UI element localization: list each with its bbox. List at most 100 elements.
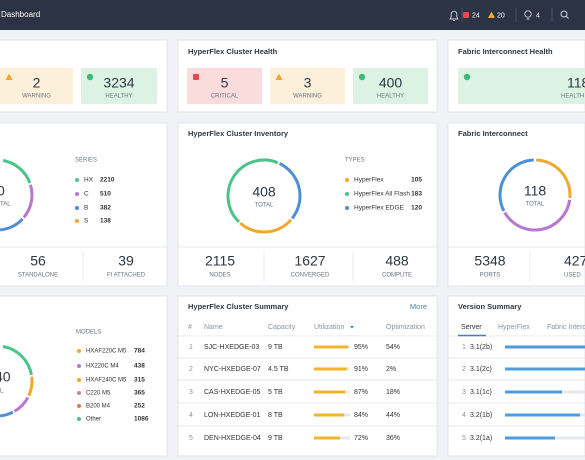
donut-segment: [503, 199, 572, 232]
utilization: 72%: [354, 435, 368, 442]
search-icon[interactable]: [560, 10, 569, 19]
utilization: 84%: [354, 412, 368, 419]
utilization: 91%: [354, 366, 368, 373]
column-header: #: [188, 324, 192, 331]
status-label: HEALTHY: [105, 94, 132, 100]
row-id: 4: [462, 412, 466, 419]
page-title: Dashboard: [1, 10, 40, 19]
legend-name: HyperFlex All Flash: [354, 191, 410, 198]
healthy-icon: [358, 73, 366, 81]
card: [177, 295, 438, 457]
stat-label: COMPUTE: [382, 273, 412, 279]
card: [177, 122, 438, 287]
card: [447, 122, 585, 287]
cluster-name: LON-HXEDGE-01: [204, 412, 261, 419]
capacity: 9 TB: [268, 435, 283, 442]
donut-segment: [27, 376, 34, 397]
donut-segment: [2, 159, 32, 184]
legend-dot: [77, 417, 81, 421]
donut-segment: [536, 158, 572, 199]
legend-dot: [75, 178, 79, 182]
version: 3.2(1b): [470, 412, 492, 419]
row-id: 1: [189, 344, 193, 351]
version-bar: [505, 413, 580, 417]
tab[interactable]: Fabric Interc: [547, 324, 585, 331]
card-title: Version Summary: [458, 302, 522, 311]
legend-value: 138: [100, 218, 111, 225]
legend-dot: [75, 219, 79, 223]
column-header[interactable]: Utilization: [314, 324, 344, 331]
status-count: 3234: [103, 75, 134, 91]
warning-icon: [275, 73, 283, 80]
legend-dot: [75, 192, 79, 196]
critical-count[interactable]: 24: [472, 12, 480, 19]
bell-icon[interactable]: [449, 10, 459, 21]
version: 3.1(2b): [470, 344, 492, 351]
bulb-shape: [524, 10, 532, 18]
version-bar: [505, 345, 585, 349]
donut-label: TAL: [0, 202, 11, 208]
row-id: 3: [189, 389, 193, 396]
legend-name: HXAF240C M5: [86, 378, 127, 384]
optimization: 44%: [386, 412, 400, 419]
status-box[interactable]: [187, 68, 262, 104]
stat-value: 5348: [474, 253, 505, 269]
legend-dot: [77, 404, 81, 408]
tips-count[interactable]: 4: [536, 12, 540, 19]
status-label: HEALTH: [561, 94, 584, 100]
status-box[interactable]: [0, 68, 73, 104]
row-id: 3: [462, 389, 466, 396]
version-bar: [505, 367, 585, 371]
donut-total: 40: [0, 369, 11, 385]
stat-label: FI ATTACHED: [107, 273, 146, 279]
donut-segment: [0, 217, 24, 232]
legend-name: B: [84, 205, 88, 212]
status-box[interactable]: [458, 68, 585, 104]
critical-icon[interactable]: [463, 12, 469, 18]
status-box[interactable]: [81, 68, 157, 104]
status-count: 3: [304, 75, 312, 91]
legend-value: 1086: [134, 416, 149, 423]
status-label: WARNING: [293, 94, 322, 100]
donut-segment: [239, 218, 293, 234]
status-label: HEALTHY: [377, 94, 404, 100]
donut-segment: [278, 162, 302, 220]
capacity: 4.5 TB: [268, 366, 289, 373]
legend-dot: [77, 349, 81, 353]
version: 3.2(1a): [470, 435, 492, 442]
legend-dot: [77, 378, 81, 382]
legend-value: 510: [100, 191, 111, 198]
utilization-bar: [314, 390, 346, 394]
warning-count[interactable]: 20: [497, 12, 505, 19]
legend-value: 784: [134, 348, 145, 355]
legend-name: B200 M4: [86, 404, 111, 410]
tips-icon[interactable]: [524, 10, 532, 20]
version: 3.1(2c): [470, 366, 492, 373]
legend-name: HyperFlex: [354, 177, 384, 184]
tab[interactable]: HyperFlex: [498, 324, 530, 331]
status-box[interactable]: [353, 68, 428, 104]
warning-icon[interactable]: [488, 11, 495, 19]
healthy-icon: [86, 73, 94, 81]
legend-value: 105: [411, 177, 422, 184]
status-box[interactable]: [270, 68, 345, 104]
donut-segment: [498, 158, 534, 212]
legend-value: 183: [411, 191, 422, 198]
stat-value: 56: [30, 253, 46, 269]
stat-label: PORTS: [480, 273, 501, 279]
optimization: 2%: [386, 366, 396, 373]
more-link[interactable]: More: [410, 302, 427, 311]
optimization: 18%: [386, 389, 400, 396]
top-bar: [0, 0, 585, 30]
version-bar: [505, 390, 562, 394]
list-title: MODELS: [76, 330, 101, 336]
stat-value: 2115: [205, 253, 235, 269]
legend-name: HX: [84, 177, 94, 184]
donut-total: 408: [252, 184, 276, 200]
list-title: SERIES: [75, 158, 97, 164]
tab[interactable]: Server: [461, 324, 482, 331]
legend-name: HyperFlex EDGE: [354, 205, 405, 212]
row-id: 5: [189, 435, 193, 442]
status-label: CRITICAL: [211, 94, 239, 100]
donut-segment: [13, 396, 30, 413]
